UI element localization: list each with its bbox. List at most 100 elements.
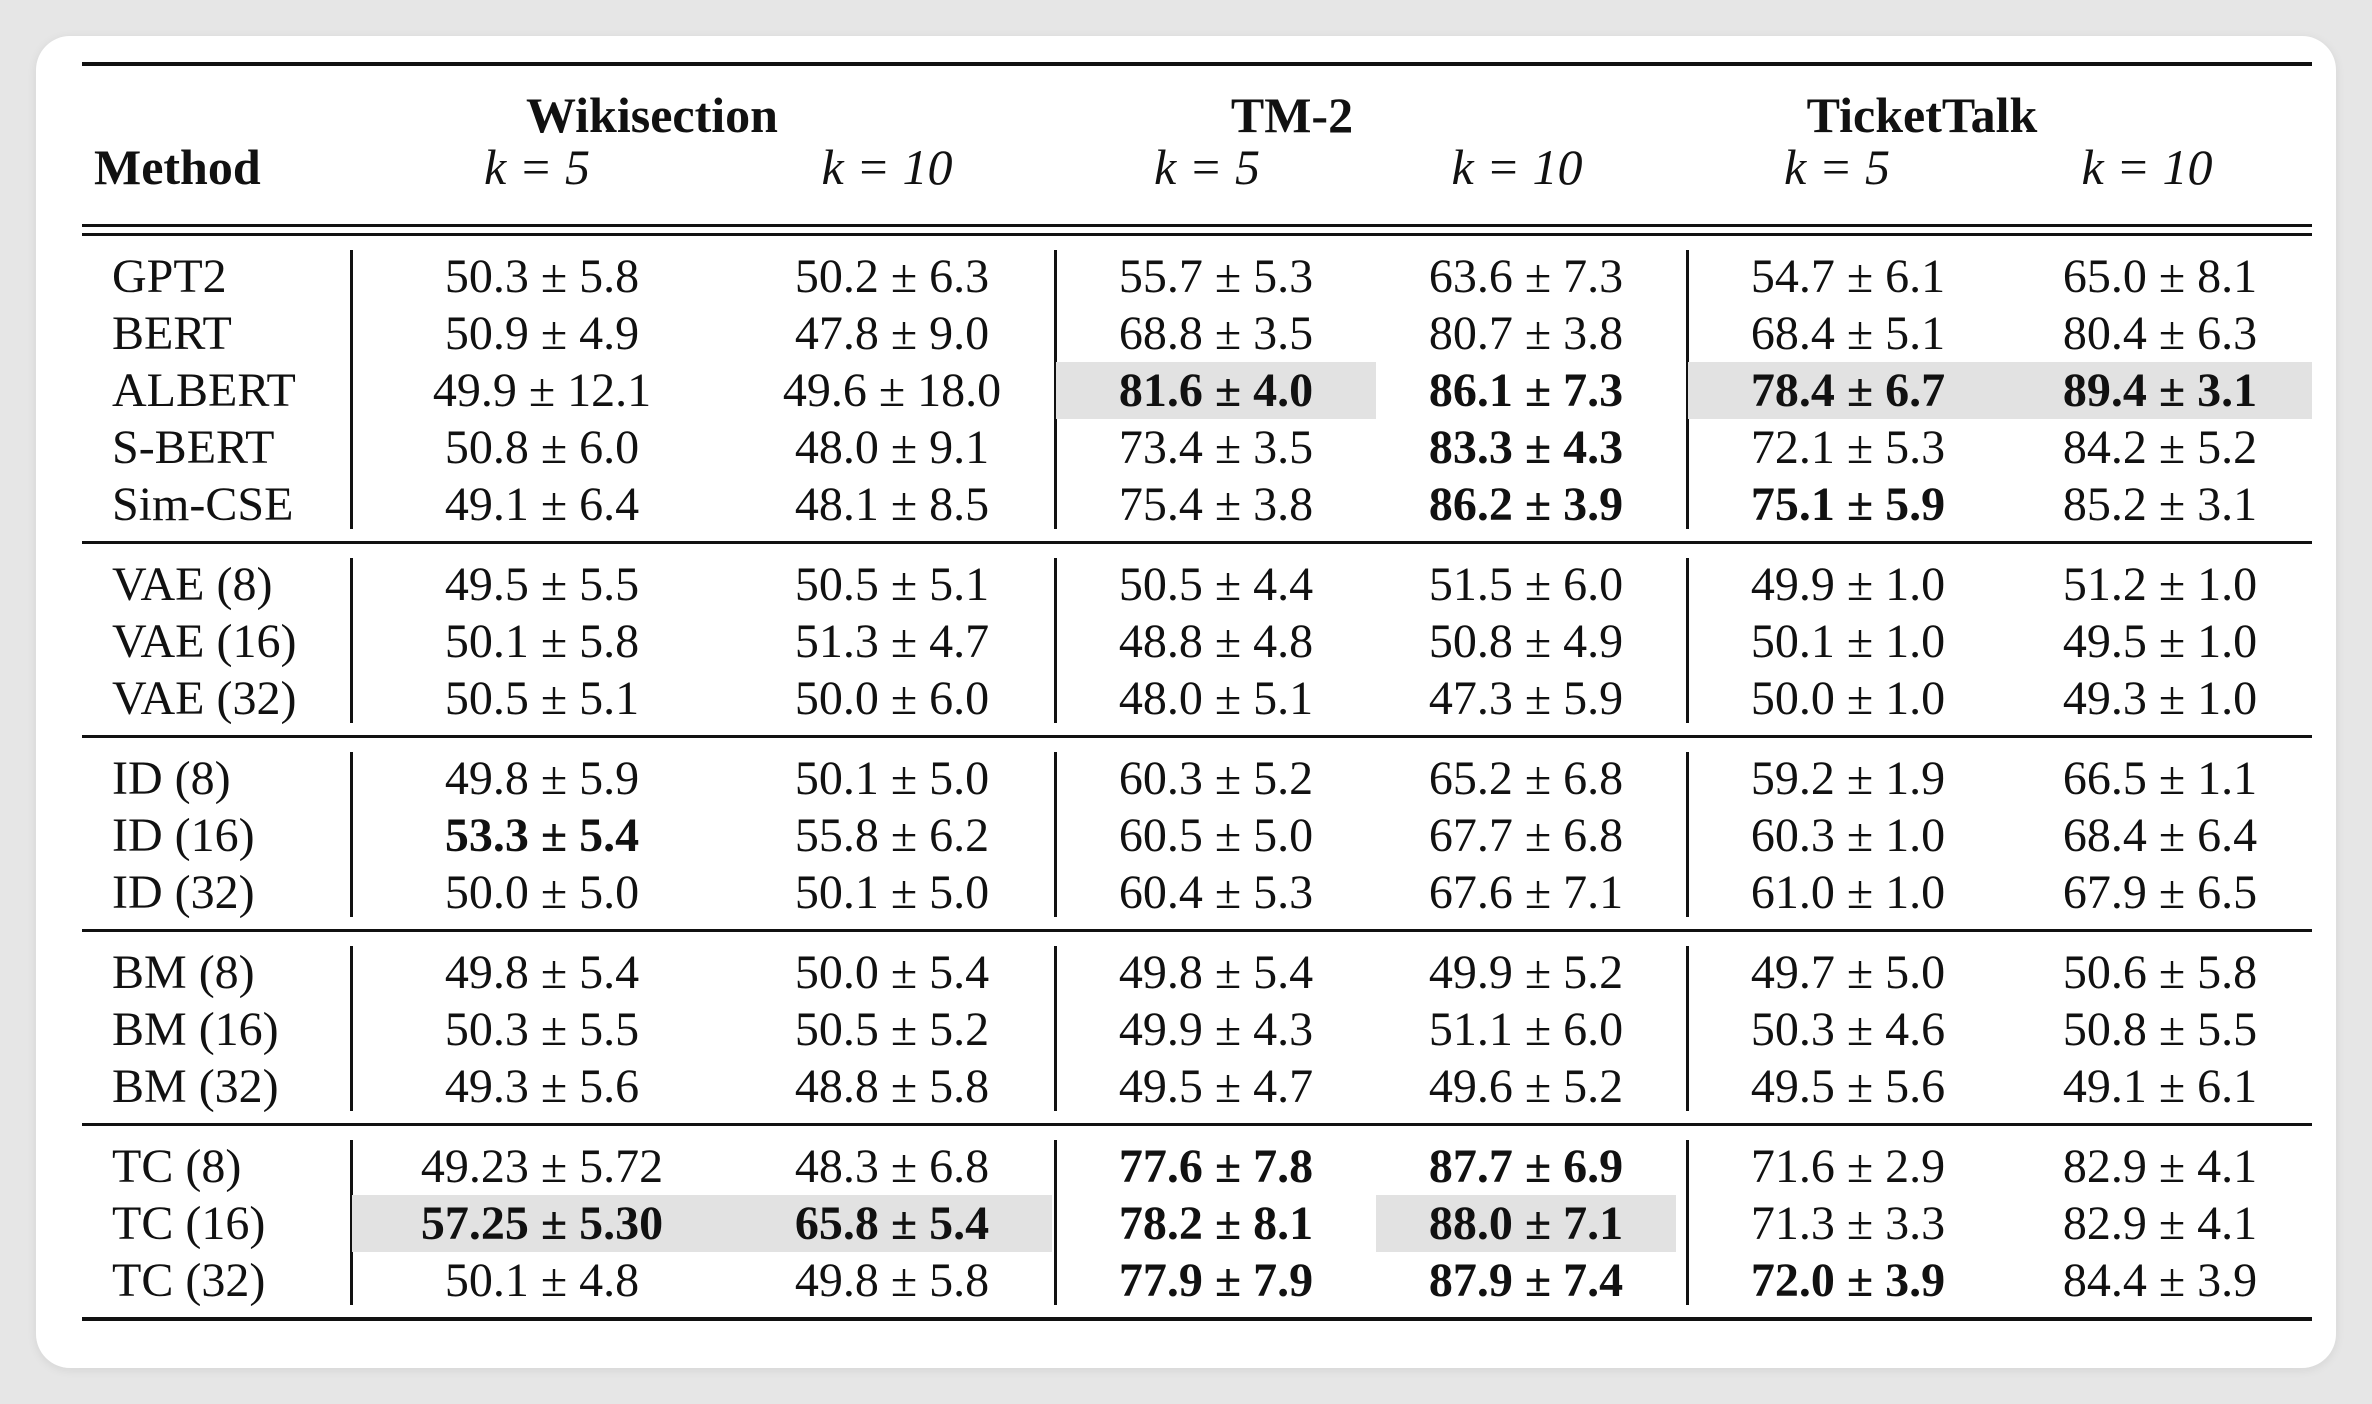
score-cell: 60.4 ± 5.3	[1118, 866, 1314, 919]
score-cell: 49.8 ± 5.9	[444, 752, 640, 805]
score-cell: 60.3 ± 1.0	[1750, 809, 1946, 862]
score-cell: 75.1 ± 5.9	[1750, 478, 1946, 531]
score-cell: 49.8 ± 5.8	[794, 1254, 990, 1307]
row-group: GPT2 50.3 ± 5.8 50.2 ± 6.3 55.7 ± 5.3 63.6 ±…	[82, 236, 2312, 541]
method-cell: VAE (32)	[112, 672, 297, 725]
k-header: k = 10	[821, 139, 953, 195]
header-rule-double	[82, 233, 2312, 236]
score-cell: 86.2 ± 3.9	[1428, 478, 1624, 531]
score-cell: 49.7 ± 5.0	[1750, 946, 1946, 999]
method-cell: BM (8)	[112, 946, 255, 999]
table-row: ALBERT 49.9 ± 12.1 49.6 ± 18.0 81.6 ± 4.0 86…	[82, 362, 2312, 419]
table-row: BERT 50.9 ± 4.9 47.8 ± 9.0 68.8 ± 3.5 80.7 ±…	[82, 305, 2312, 362]
dataset-header-tickettalk: TicketTalk	[1806, 87, 2038, 143]
top-rule	[82, 62, 2312, 66]
score-cell: 65.8 ± 5.4	[732, 1195, 1052, 1252]
score-cell: 48.1 ± 8.5	[794, 478, 990, 531]
score-cell: 86.1 ± 7.3	[1428, 364, 1624, 417]
table-row: BM (8) 49.8 ± 5.4 50.0 ± 5.4 49.8 ± 5.4 49.9…	[82, 944, 2312, 1001]
table-row: TC (32) 50.1 ± 4.8 49.8 ± 5.8 77.9 ± 7.9 87.…	[82, 1252, 2312, 1309]
score-cell: 49.1 ± 6.4	[444, 478, 640, 531]
score-cell: 53.3 ± 5.4	[444, 809, 640, 862]
score-cell: 61.0 ± 1.0	[1750, 866, 1946, 919]
table-row: GPT2 50.3 ± 5.8 50.2 ± 6.3 55.7 ± 5.3 63.6 ±…	[82, 248, 2312, 305]
score-cell: 71.6 ± 2.9	[1750, 1140, 1946, 1193]
score-cell: 49.23 ± 5.72	[420, 1140, 664, 1193]
table-row: VAE (8) 49.5 ± 5.5 50.5 ± 5.1 50.5 ± 4.4 51.…	[82, 556, 2312, 613]
column-divider	[1054, 558, 1057, 723]
table-header: Method Wikisection TM-2 TicketTalk k = 5…	[82, 66, 2312, 214]
score-cell: 80.4 ± 6.3	[2062, 307, 2258, 360]
row-group: TC (8) 49.23 ± 5.72 48.3 ± 6.8 77.6 ± 7.8 87…	[82, 1126, 2312, 1317]
score-cell: 77.6 ± 7.8	[1118, 1140, 1314, 1193]
column-divider	[1686, 1140, 1689, 1305]
score-cell: 49.5 ± 4.7	[1118, 1060, 1314, 1113]
score-cell: 66.5 ± 1.1	[2062, 752, 2258, 805]
score-cell: 50.1 ± 5.0	[794, 866, 990, 919]
score-cell: 49.9 ± 1.0	[1750, 558, 1946, 611]
score-cell: 51.3 ± 4.7	[794, 615, 990, 668]
method-cell: S-BERT	[112, 421, 275, 474]
table-row: ID (32) 50.0 ± 5.0 50.1 ± 5.0 60.4 ± 5.3 67.…	[82, 864, 2312, 921]
column-divider	[350, 558, 353, 723]
score-cell: 49.5 ± 5.6	[1750, 1060, 1946, 1113]
score-cell: 49.3 ± 5.6	[444, 1060, 640, 1113]
score-cell: 80.7 ± 3.8	[1428, 307, 1624, 360]
score-cell: 50.1 ± 1.0	[1750, 615, 1946, 668]
score-cell: 49.8 ± 5.4	[1118, 946, 1314, 999]
column-divider	[350, 752, 353, 917]
method-header: Method	[94, 139, 261, 195]
score-cell: 50.2 ± 6.3	[794, 250, 990, 303]
score-cell: 84.4 ± 3.9	[2062, 1254, 2258, 1307]
score-cell: 78.4 ± 6.7	[1688, 362, 2008, 419]
score-cell: 50.3 ± 5.8	[444, 250, 640, 303]
table-row: BM (32) 49.3 ± 5.6 48.8 ± 5.8 49.5 ± 4.7 49.…	[82, 1058, 2312, 1115]
score-cell: 49.5 ± 5.5	[444, 558, 640, 611]
score-cell: 48.3 ± 6.8	[794, 1140, 990, 1193]
score-cell: 78.2 ± 8.1	[1118, 1197, 1314, 1250]
score-cell: 50.0 ± 6.0	[794, 672, 990, 725]
column-divider	[1054, 752, 1057, 917]
score-cell: 88.0 ± 7.1	[1376, 1195, 1676, 1252]
score-cell: 87.7 ± 6.9	[1428, 1140, 1624, 1193]
score-cell: 50.5 ± 5.1	[444, 672, 640, 725]
score-cell: 55.7 ± 5.3	[1118, 250, 1314, 303]
method-cell: VAE (16)	[112, 615, 297, 668]
score-cell: 50.1 ± 5.0	[794, 752, 990, 805]
table-row: VAE (32) 50.5 ± 5.1 50.0 ± 6.0 48.0 ± 5.1 47…	[82, 670, 2312, 727]
score-cell: 49.6 ± 5.2	[1428, 1060, 1624, 1113]
row-group: ID (8) 49.8 ± 5.9 50.1 ± 5.0 60.3 ± 5.2 65.2…	[82, 738, 2312, 929]
score-cell: 50.6 ± 5.8	[2062, 946, 2258, 999]
score-cell: 67.6 ± 7.1	[1428, 866, 1624, 919]
score-cell: 68.8 ± 3.5	[1118, 307, 1314, 360]
group-rule	[82, 735, 2312, 738]
score-cell: 49.5 ± 1.0	[2062, 615, 2258, 668]
row-group: BM (8) 49.8 ± 5.4 50.0 ± 5.4 49.8 ± 5.4 49.9…	[82, 932, 2312, 1123]
table-row: VAE (16) 50.1 ± 5.8 51.3 ± 4.7 48.8 ± 4.8 50…	[82, 613, 2312, 670]
score-cell: 82.9 ± 4.1	[2062, 1197, 2258, 1250]
score-cell: 51.5 ± 6.0	[1428, 558, 1624, 611]
score-cell: 49.9 ± 12.1	[432, 364, 652, 417]
score-cell: 49.3 ± 1.0	[2062, 672, 2258, 725]
column-divider	[350, 1140, 353, 1305]
method-cell: Sim-CSE	[112, 478, 294, 531]
score-cell: 72.0 ± 3.9	[1750, 1254, 1946, 1307]
score-cell: 68.4 ± 6.4	[2062, 809, 2258, 862]
k-header: k = 5	[1154, 139, 1260, 195]
table-row: ID (16) 53.3 ± 5.4 55.8 ± 6.2 60.5 ± 5.0 67.…	[82, 807, 2312, 864]
score-cell: 48.0 ± 5.1	[1118, 672, 1314, 725]
column-divider	[1054, 946, 1057, 1111]
bottom-rule	[82, 1317, 2312, 1321]
score-cell: 63.6 ± 7.3	[1428, 250, 1624, 303]
score-cell: 67.9 ± 6.5	[2062, 866, 2258, 919]
score-cell: 51.1 ± 6.0	[1428, 1003, 1624, 1056]
table-row: TC (8) 49.23 ± 5.72 48.3 ± 6.8 77.6 ± 7.8 87…	[82, 1138, 2312, 1195]
score-cell: 47.3 ± 5.9	[1428, 672, 1624, 725]
dataset-header-wikisection: Wikisection	[526, 87, 778, 143]
column-divider	[1686, 558, 1689, 723]
score-cell: 50.0 ± 1.0	[1750, 672, 1946, 725]
score-cell: 48.8 ± 5.8	[794, 1060, 990, 1113]
score-cell: 83.3 ± 4.3	[1428, 421, 1624, 474]
score-cell: 87.9 ± 7.4	[1428, 1254, 1624, 1307]
k-header: k = 10	[1451, 139, 1583, 195]
